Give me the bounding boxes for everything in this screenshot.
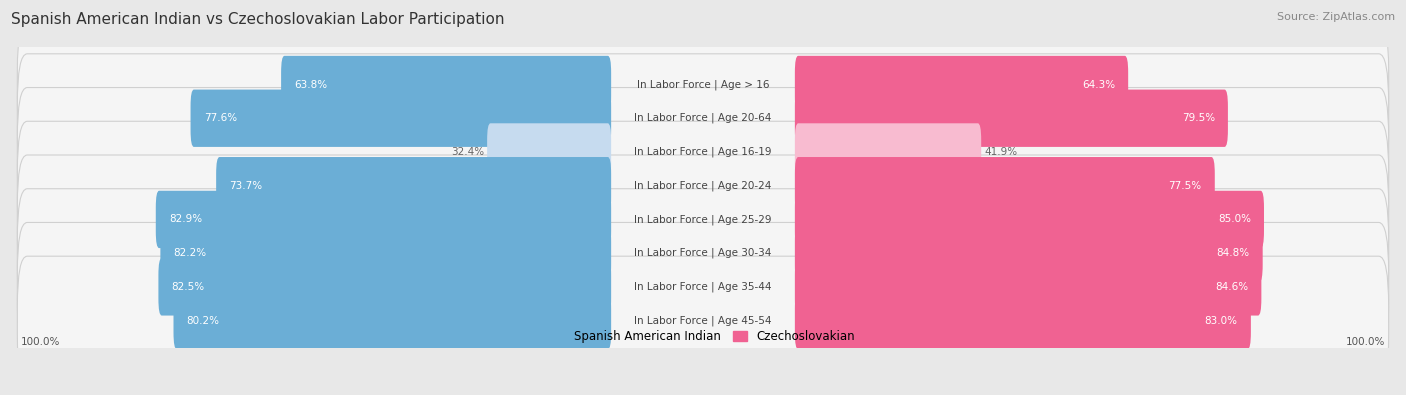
FancyBboxPatch shape [17, 20, 1389, 149]
Text: 77.5%: 77.5% [1168, 181, 1202, 191]
Text: In Labor Force | Age > 16: In Labor Force | Age > 16 [637, 79, 769, 90]
Text: In Labor Force | Age 45-54: In Labor Force | Age 45-54 [634, 315, 772, 326]
Text: Spanish American Indian vs Czechoslovakian Labor Participation: Spanish American Indian vs Czechoslovaki… [11, 12, 505, 27]
Text: Source: ZipAtlas.com: Source: ZipAtlas.com [1277, 12, 1395, 22]
FancyBboxPatch shape [486, 123, 612, 181]
FancyBboxPatch shape [794, 123, 981, 181]
Text: 83.0%: 83.0% [1205, 316, 1237, 325]
Text: In Labor Force | Age 16-19: In Labor Force | Age 16-19 [634, 147, 772, 157]
FancyBboxPatch shape [794, 258, 1261, 316]
FancyBboxPatch shape [794, 292, 1251, 349]
FancyBboxPatch shape [17, 155, 1389, 284]
Text: 64.3%: 64.3% [1083, 79, 1115, 90]
FancyBboxPatch shape [794, 191, 1264, 248]
Text: 63.8%: 63.8% [294, 79, 328, 90]
FancyBboxPatch shape [217, 157, 612, 214]
Text: 100.0%: 100.0% [1346, 337, 1385, 347]
Text: 77.6%: 77.6% [204, 113, 236, 123]
Text: 82.2%: 82.2% [173, 248, 207, 258]
FancyBboxPatch shape [160, 224, 612, 282]
Legend: Spanish American Indian, Czechoslovakian: Spanish American Indian, Czechoslovakian [546, 325, 860, 348]
Text: 80.2%: 80.2% [187, 316, 219, 325]
FancyBboxPatch shape [17, 189, 1389, 318]
Text: 84.8%: 84.8% [1216, 248, 1250, 258]
Text: 82.9%: 82.9% [169, 214, 202, 224]
Text: 100.0%: 100.0% [21, 337, 60, 347]
Text: 41.9%: 41.9% [984, 147, 1018, 157]
Text: 73.7%: 73.7% [229, 181, 263, 191]
FancyBboxPatch shape [159, 258, 612, 316]
Text: 84.6%: 84.6% [1215, 282, 1249, 292]
Text: In Labor Force | Age 25-29: In Labor Force | Age 25-29 [634, 214, 772, 225]
FancyBboxPatch shape [17, 256, 1389, 385]
Text: In Labor Force | Age 20-64: In Labor Force | Age 20-64 [634, 113, 772, 124]
FancyBboxPatch shape [794, 224, 1263, 282]
FancyBboxPatch shape [156, 191, 612, 248]
Text: 32.4%: 32.4% [451, 147, 484, 157]
Text: 82.5%: 82.5% [172, 282, 205, 292]
FancyBboxPatch shape [17, 222, 1389, 351]
FancyBboxPatch shape [173, 292, 612, 349]
Text: 85.0%: 85.0% [1218, 214, 1251, 224]
Text: In Labor Force | Age 30-34: In Labor Force | Age 30-34 [634, 248, 772, 258]
FancyBboxPatch shape [281, 56, 612, 113]
FancyBboxPatch shape [17, 121, 1389, 250]
FancyBboxPatch shape [191, 90, 612, 147]
Text: 79.5%: 79.5% [1181, 113, 1215, 123]
FancyBboxPatch shape [17, 54, 1389, 182]
FancyBboxPatch shape [17, 88, 1389, 216]
Text: In Labor Force | Age 20-24: In Labor Force | Age 20-24 [634, 181, 772, 191]
FancyBboxPatch shape [794, 90, 1227, 147]
Text: In Labor Force | Age 35-44: In Labor Force | Age 35-44 [634, 282, 772, 292]
FancyBboxPatch shape [794, 56, 1128, 113]
FancyBboxPatch shape [794, 157, 1215, 214]
